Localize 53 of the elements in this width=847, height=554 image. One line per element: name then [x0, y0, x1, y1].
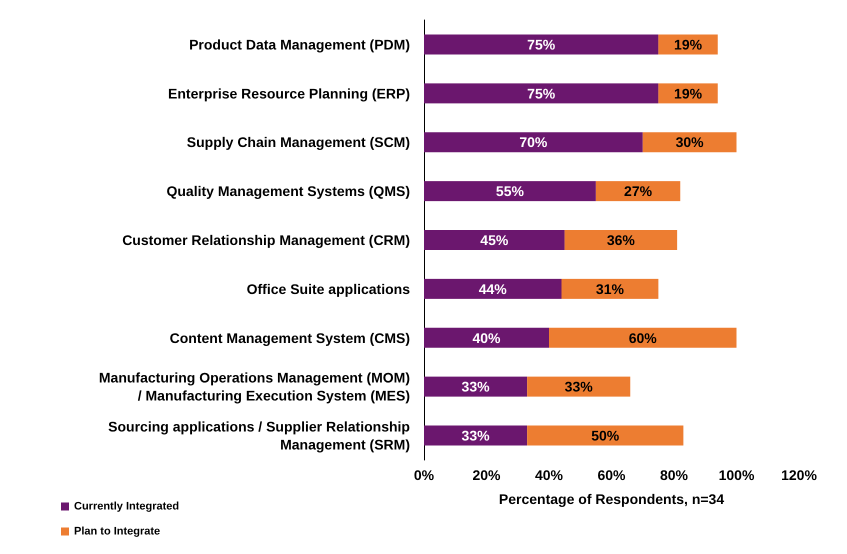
data-label: 27%: [624, 183, 653, 200]
x-tick-label: 40%: [534, 467, 564, 483]
data-label: 19%: [674, 85, 703, 102]
bar: [424, 328, 549, 348]
bar: [527, 426, 684, 446]
data-label: 19%: [674, 36, 703, 52]
data-label: 36%: [606, 232, 636, 248]
y-tick-label: Content Management System (CMS): [170, 330, 410, 346]
legend-label: Currently Integrated: [74, 500, 180, 512]
y-tick-label: Enterprise Resource Planning (ERP): [168, 85, 410, 102]
bar: [549, 328, 736, 348]
data-label: 33%: [462, 378, 490, 395]
bar: [596, 181, 680, 202]
y-tick-label: Manufacturing Operations Management (MOM) / Manufacturing Execution System (MES): [98, 370, 410, 404]
data-label: 30%: [676, 134, 704, 150]
data-label: 33%: [564, 378, 594, 395]
x-tick-label: 80%: [660, 467, 689, 483]
bar: [424, 181, 596, 202]
x-tick-label: 20%: [472, 467, 502, 483]
x-axis-title: Percentage of Respondents, n=34: [498, 491, 724, 507]
bar: [424, 132, 643, 152]
bar: [424, 83, 658, 104]
data-label: 60%: [628, 330, 658, 346]
data-label: 31%: [596, 280, 624, 297]
bar: [424, 426, 528, 446]
bar: [527, 376, 630, 397]
data-label: 70%: [519, 134, 548, 150]
y-tick-label: Office Suite applications: [246, 280, 410, 297]
data-label: 75%: [527, 85, 556, 102]
y-tick-label: Customer Relationship Management (CRM): [122, 232, 410, 248]
x-tick-label: 100%: [718, 467, 755, 483]
x-tick-label: 60%: [597, 467, 626, 483]
data-label: 44%: [478, 280, 508, 297]
bar: [424, 278, 562, 299]
data-label: 50%: [591, 428, 620, 444]
bar: [642, 132, 736, 152]
bar: [564, 230, 678, 250]
data-label: 55%: [496, 183, 524, 200]
bar: [424, 34, 658, 54]
y-tick-label: Product Data Management (PDM): [189, 36, 410, 52]
y-tick-label: Supply Chain Management (SCM): [186, 134, 410, 150]
bar: [562, 278, 658, 299]
data-label: 45%: [480, 232, 509, 248]
data-label: 75%: [527, 36, 556, 52]
bar: [424, 376, 528, 397]
y-tick-label: Quality Management Systems (QMS): [166, 183, 410, 200]
y-tick-label: Sourcing applications / Supplier Relationship Management (SRM): [108, 418, 410, 453]
bar: [424, 230, 565, 250]
x-tick-label: 120%: [781, 467, 818, 483]
legend-label: Plan to Integrate: [74, 526, 160, 538]
x-tick-label: 0%: [414, 467, 435, 483]
data-label: 40%: [472, 330, 502, 346]
data-label: 33%: [462, 428, 490, 444]
